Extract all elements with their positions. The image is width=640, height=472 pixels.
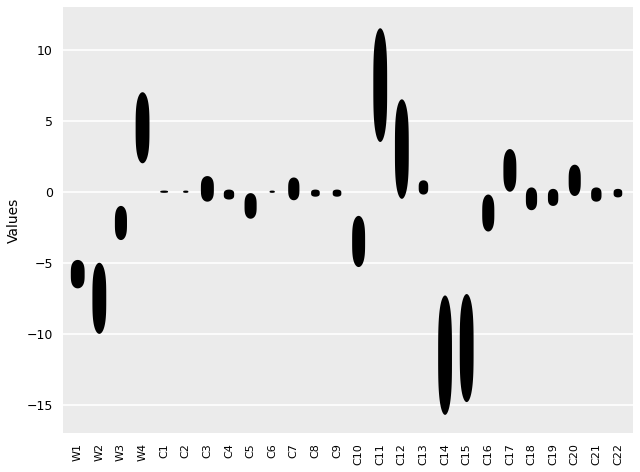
- Polygon shape: [92, 263, 106, 334]
- Polygon shape: [526, 187, 537, 210]
- Polygon shape: [569, 165, 580, 196]
- Polygon shape: [438, 295, 452, 415]
- Polygon shape: [311, 190, 320, 197]
- Polygon shape: [352, 216, 365, 267]
- Polygon shape: [504, 149, 516, 192]
- Polygon shape: [160, 191, 168, 193]
- Polygon shape: [224, 190, 234, 200]
- Polygon shape: [614, 189, 622, 197]
- Polygon shape: [136, 92, 150, 163]
- Polygon shape: [244, 193, 257, 219]
- Polygon shape: [183, 191, 188, 193]
- Polygon shape: [201, 176, 214, 202]
- Y-axis label: Values: Values: [7, 197, 21, 243]
- Polygon shape: [460, 294, 474, 402]
- Polygon shape: [395, 99, 409, 199]
- Polygon shape: [288, 177, 300, 200]
- Polygon shape: [71, 260, 84, 288]
- Polygon shape: [548, 189, 558, 206]
- Polygon shape: [591, 187, 602, 202]
- Polygon shape: [115, 206, 127, 240]
- Polygon shape: [482, 194, 494, 231]
- Polygon shape: [419, 180, 428, 194]
- Polygon shape: [269, 191, 275, 193]
- Polygon shape: [333, 190, 341, 197]
- Polygon shape: [373, 28, 387, 142]
